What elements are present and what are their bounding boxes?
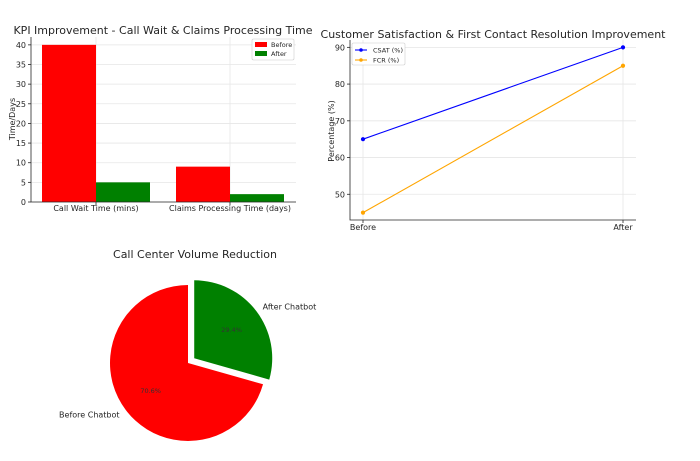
bar-ytick-label: 15	[16, 139, 26, 148]
bar-ytick-label: 5	[21, 178, 26, 187]
pie-chart: Call Center Volume Reduction 70.6% Before…	[59, 248, 316, 441]
pie-label-before: Before Chatbot	[59, 411, 120, 420]
bar-ytick-label: 25	[16, 100, 26, 109]
line-legend-label-fcr: FCR (%)	[373, 57, 399, 65]
bar-axis-spine	[30, 37, 296, 203]
bar-legend-swatch-after	[255, 51, 267, 56]
pie-slice-before	[110, 285, 264, 441]
line-point-fcr-1	[620, 63, 626, 68]
pie-percent-after: 29.4%	[221, 326, 242, 334]
bar-legend-label-after: After	[271, 50, 287, 58]
bar-xtick-label: Claims Processing Time (days)	[169, 204, 291, 213]
line-series-csat	[362, 46, 624, 140]
bar-ytick-label: 30	[16, 80, 26, 89]
bar-legend-label-before: Before	[271, 41, 292, 49]
line-point-fcr-0	[360, 210, 366, 215]
line-xtick-label: After	[613, 223, 633, 232]
line-series-fcr	[362, 65, 624, 214]
bar-ytick-label: 20	[16, 119, 26, 128]
line-xtick-label: Before	[350, 223, 376, 232]
line-ytick-label: 90	[335, 43, 345, 52]
line-point-csat-1	[620, 45, 626, 50]
bar-ytick-label: 35	[16, 61, 26, 70]
bar-before-0	[42, 44, 96, 202]
line-axis-spine	[349, 40, 636, 221]
line-chart-legend: CSAT (%) FCR (%)	[351, 42, 406, 66]
pie-percent-before: 70.6%	[140, 387, 161, 395]
line-ytick-label: 70	[335, 117, 345, 126]
line-ytick-label: 60	[335, 154, 345, 163]
line-chart: Customer Satisfaction & First Contact Re…	[321, 28, 667, 232]
bar-ytick-label: 40	[16, 41, 26, 50]
pie-label-after: After Chatbot	[263, 303, 317, 312]
bar-ytick-label: 10	[16, 159, 26, 168]
bar-after-1	[230, 194, 284, 202]
bar-chart-ylabel: Time/Days	[8, 98, 17, 141]
bar-after-0	[96, 182, 150, 202]
pie-slice-after	[194, 280, 273, 380]
bar-chart-title: KPI Improvement - Call Wait & Claims Pro…	[13, 24, 312, 37]
bar-legend-swatch-before	[255, 42, 267, 47]
line-chart-ylabel: Percentage (%)	[327, 100, 336, 161]
pie-chart-title: Call Center Volume Reduction	[113, 248, 277, 261]
line-legend-marker-csat	[359, 48, 363, 52]
line-legend-label-csat: CSAT (%)	[373, 47, 403, 55]
bar-ytick-label: 0	[21, 198, 26, 207]
bar-xtick-label: Call Wait Time (mins)	[53, 204, 138, 213]
line-ytick-label: 50	[335, 190, 345, 199]
bar-chart: KPI Improvement - Call Wait & Claims Pro…	[8, 24, 313, 213]
line-chart-title: Customer Satisfaction & First Contact Re…	[321, 28, 667, 41]
line-ytick-label: 80	[335, 80, 345, 89]
bar-before-1	[176, 166, 230, 202]
line-point-csat-0	[360, 137, 366, 142]
line-legend-marker-fcr	[359, 58, 363, 62]
